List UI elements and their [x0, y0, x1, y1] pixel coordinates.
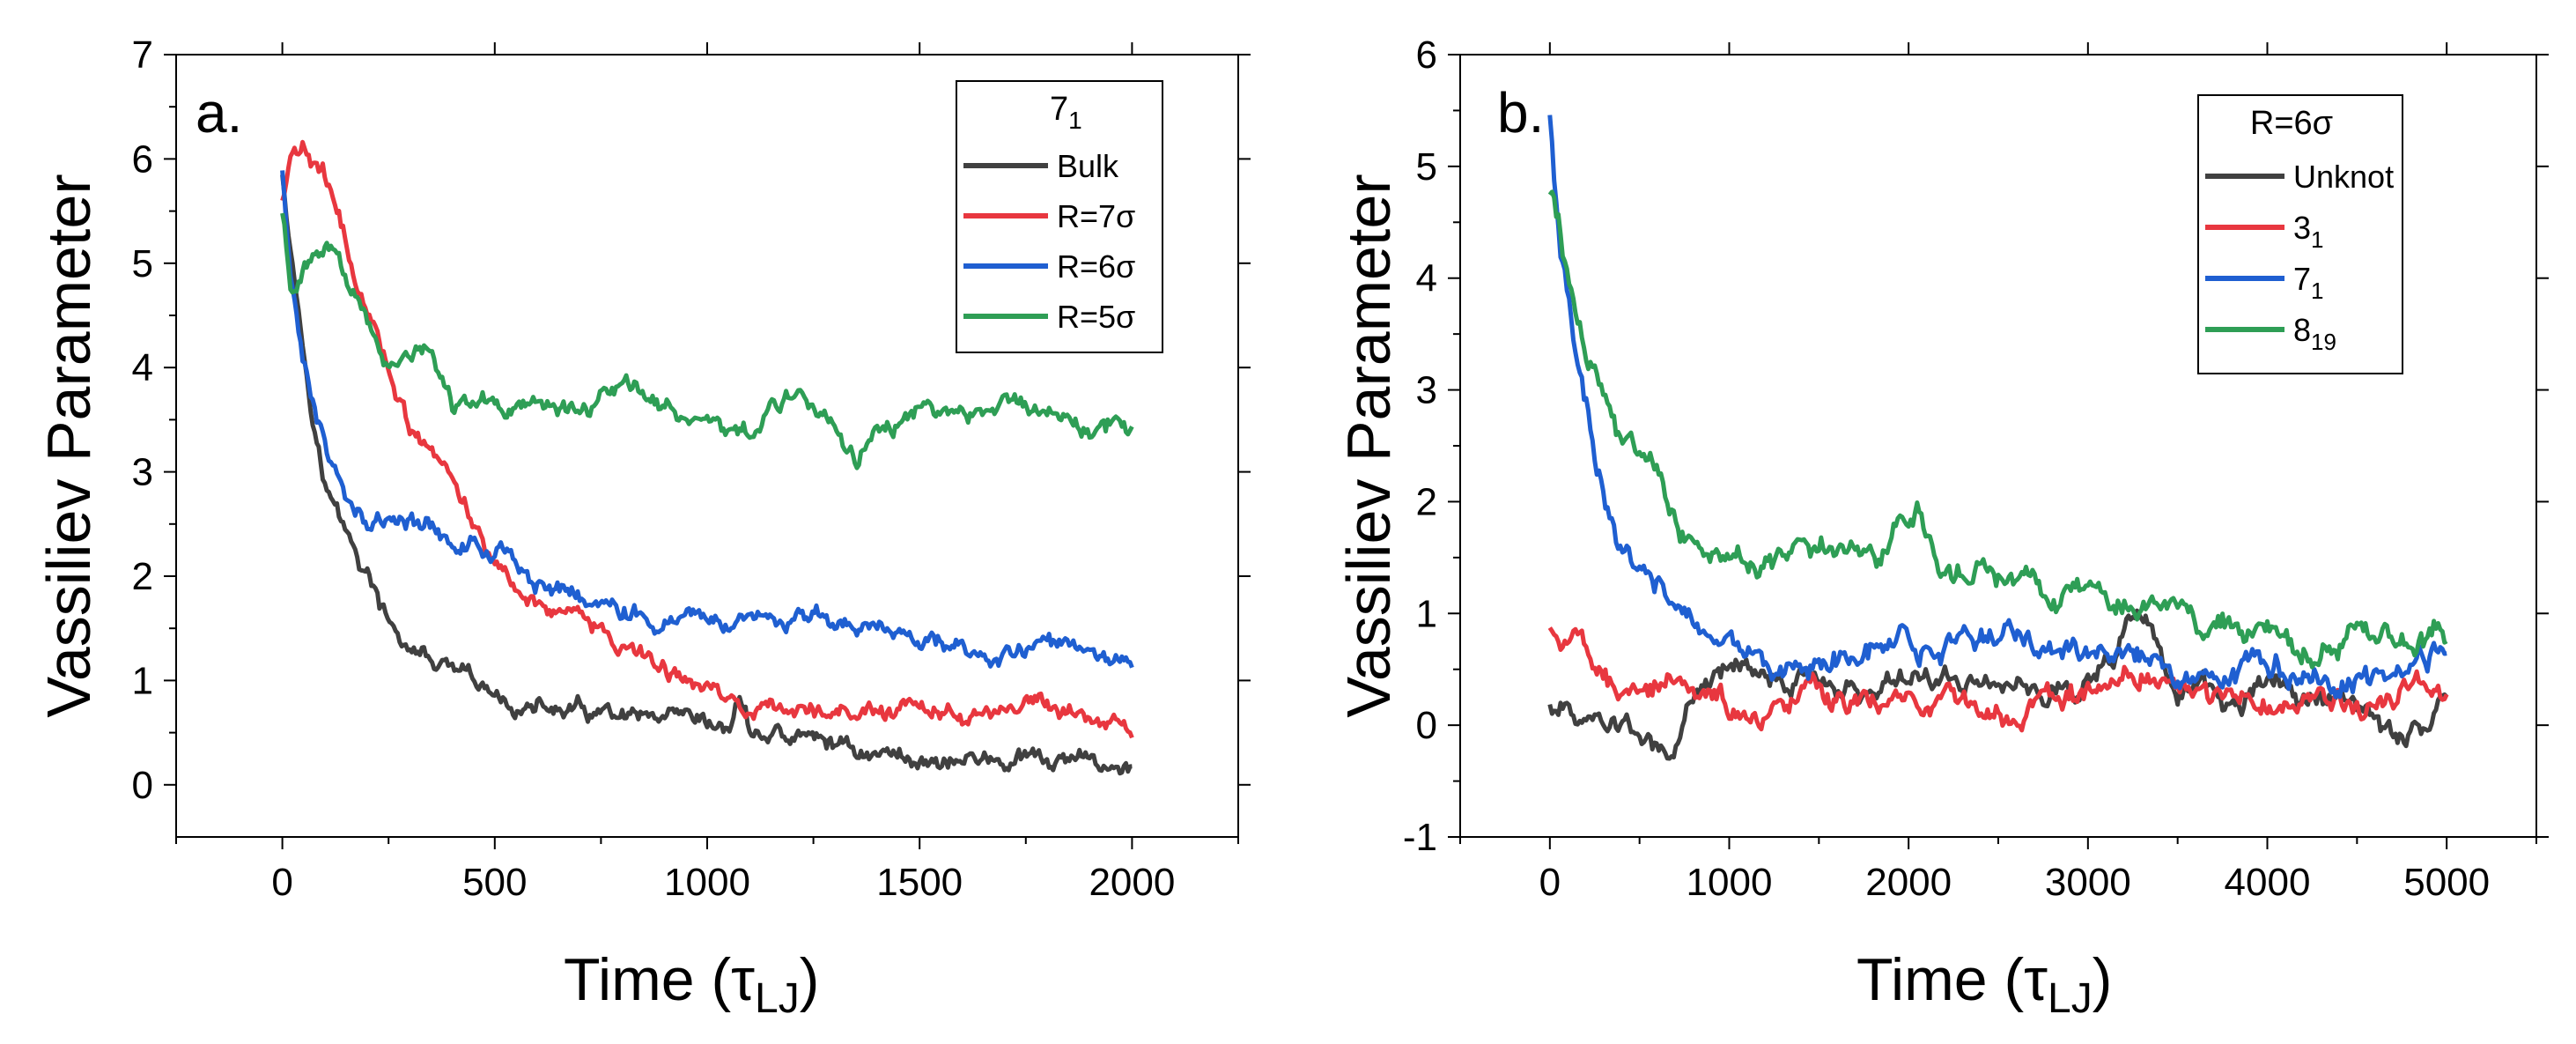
y-tick-label: 2: [132, 555, 153, 598]
y-axis-ticks-a: 0 1 2 3 4 5 6 7: [132, 33, 1251, 807]
series-line-31: [1547, 626, 2449, 733]
x-axis-ticks-b: 0 1000 2000 3000 4000 5000: [1459, 42, 2537, 904]
x-tick-label: 1000: [1687, 861, 1773, 904]
series-line-bulk: [280, 174, 1133, 776]
y-tick-label: 2: [1416, 480, 1437, 523]
x-axis-ticks-a: 0 500 1000 1500 2000: [175, 42, 1239, 904]
y-tick-label: 1: [132, 659, 153, 702]
x-tick-label: 1000: [664, 861, 750, 904]
y-axis-title-b: Vassiliev Parameter: [1334, 174, 1403, 717]
series-group-b: [1547, 115, 2449, 761]
series-group-a: [280, 139, 1134, 776]
y-axis-ticks-b: -1 0 1 2 3 4 5 6: [1403, 33, 2549, 859]
y-tick-label: 3: [1416, 369, 1437, 412]
y-tick-label: 0: [132, 764, 153, 807]
x-tick-label: 4000: [2225, 861, 2311, 904]
x-tick-label: 500: [462, 861, 527, 904]
y-tick-label: 3: [132, 451, 153, 494]
y-tick-label: -1: [1403, 816, 1437, 859]
panel-label-b: b.: [1497, 81, 1544, 144]
x-tick-label: 5000: [2403, 861, 2490, 904]
legend-a: 71 Bulk R=7σ R=6σ R=5σ: [956, 80, 1163, 353]
x-tick-label: 2000: [1865, 861, 1952, 904]
panel-label-a: a.: [196, 81, 242, 144]
legend-label: 819: [2293, 312, 2336, 355]
series-line-71: [1547, 115, 2447, 700]
panel-b: 0 1000 2000 3000 4000 5000 -1 0 1 2 3 4 5 6 b. Time …: [1334, 33, 2549, 1022]
y-tick-label: 7: [132, 33, 153, 77]
y-tick-label: 5: [1416, 145, 1437, 189]
x-tick-label: 0: [271, 861, 292, 904]
series-line-819: [1547, 189, 2448, 670]
legend-label: Bulk: [1057, 148, 1119, 184]
y-tick-label: 4: [1416, 257, 1437, 300]
legend-label: Unknot: [2293, 159, 2394, 195]
y-tick-label: 0: [1416, 704, 1437, 747]
y-axis-title-a: Vassiliev Parameter: [34, 174, 103, 717]
y-tick-label: 5: [132, 242, 153, 285]
x-axis-title-tau-a: τ: [731, 946, 755, 1013]
x-tick-label: 1500: [876, 861, 963, 904]
series-line-r-7-: [280, 139, 1134, 739]
series-line-r-6-: [280, 170, 1134, 669]
y-tick-label: 1: [1416, 592, 1437, 635]
legend-label: R=5σ: [1057, 299, 1135, 335]
y-tick-label: 6: [1416, 33, 1437, 77]
x-tick-label: 0: [1539, 861, 1561, 904]
legend-title-b: R=6σ: [2250, 105, 2333, 142]
y-tick-label: 4: [132, 346, 153, 389]
x-tick-label: 2000: [1089, 861, 1175, 904]
y-tick-label: 6: [132, 137, 153, 181]
legend-label: R=7σ: [1057, 198, 1135, 234]
legend-title-a: 71: [1050, 91, 1082, 134]
legend-label: 31: [2293, 210, 2324, 253]
series-line-r-5-: [280, 212, 1134, 470]
x-tick-label: 3000: [2045, 861, 2131, 904]
x-axis-title-a: Time (τLJ): [564, 946, 819, 1022]
x-axis-title-b: Time (τLJ): [1856, 946, 2112, 1022]
legend-label: R=6σ: [1057, 248, 1135, 285]
legend-label: 71: [2293, 261, 2324, 304]
legend-b: R=6σ Unknot 31 71 819: [2197, 94, 2403, 374]
